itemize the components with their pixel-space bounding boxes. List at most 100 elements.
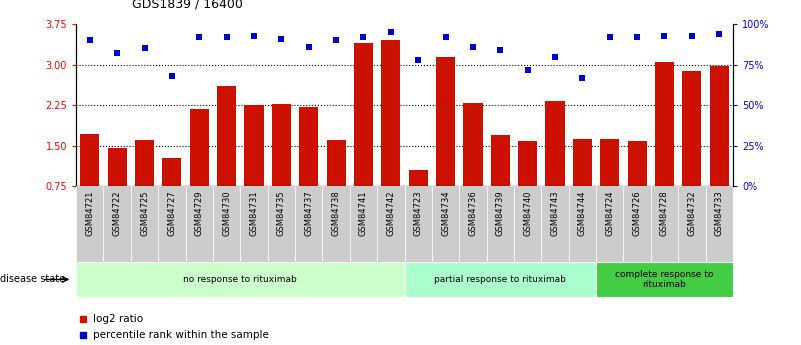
FancyBboxPatch shape [213, 186, 240, 262]
Point [302, 44, 315, 50]
FancyBboxPatch shape [240, 186, 268, 262]
Text: GSM84736: GSM84736 [469, 190, 477, 236]
Point [466, 44, 479, 50]
Point [439, 34, 452, 40]
Text: GSM84728: GSM84728 [660, 190, 669, 236]
Bar [190, 109, 209, 227]
Bar [299, 107, 318, 227]
Point [686, 33, 698, 38]
Bar [518, 141, 537, 227]
Text: GSM84743: GSM84743 [550, 190, 560, 236]
Bar [80, 134, 99, 227]
Text: GSM84731: GSM84731 [249, 190, 259, 236]
FancyBboxPatch shape [487, 186, 514, 262]
FancyBboxPatch shape [405, 186, 432, 262]
Text: percentile rank within the sample: percentile rank within the sample [93, 330, 268, 339]
Point [166, 73, 179, 79]
Bar [682, 71, 702, 227]
Text: GSM84738: GSM84738 [332, 190, 340, 236]
Bar [573, 139, 592, 227]
Text: no response to rituximab: no response to rituximab [183, 275, 297, 284]
FancyBboxPatch shape [569, 186, 596, 262]
Bar [463, 102, 482, 227]
Bar [545, 101, 565, 227]
Point [138, 46, 151, 51]
Text: GSM84725: GSM84725 [140, 190, 149, 236]
FancyBboxPatch shape [131, 186, 158, 262]
Bar [627, 141, 646, 227]
Text: log2 ratio: log2 ratio [93, 314, 143, 324]
FancyBboxPatch shape [650, 186, 678, 262]
Text: GSM84734: GSM84734 [441, 190, 450, 236]
Bar [381, 40, 400, 227]
Bar [436, 57, 455, 227]
Point [549, 54, 562, 59]
FancyBboxPatch shape [514, 186, 541, 262]
Text: GSM84742: GSM84742 [386, 190, 396, 236]
Text: GSM84735: GSM84735 [277, 190, 286, 236]
Text: GSM84732: GSM84732 [687, 190, 696, 236]
Bar [409, 170, 428, 227]
FancyBboxPatch shape [322, 186, 350, 262]
FancyBboxPatch shape [459, 186, 487, 262]
Point [330, 38, 343, 43]
FancyBboxPatch shape [76, 186, 103, 262]
Point [658, 33, 671, 38]
FancyBboxPatch shape [158, 186, 186, 262]
Point [494, 47, 507, 53]
Text: GSM84733: GSM84733 [714, 190, 724, 236]
Bar [163, 158, 182, 227]
Text: GSM84739: GSM84739 [496, 190, 505, 236]
Bar [107, 148, 127, 227]
FancyBboxPatch shape [103, 186, 131, 262]
FancyBboxPatch shape [596, 262, 733, 297]
Text: GSM84730: GSM84730 [222, 190, 231, 236]
FancyBboxPatch shape [295, 186, 322, 262]
Point [248, 33, 260, 38]
Bar [600, 139, 619, 227]
Bar [272, 104, 291, 227]
FancyBboxPatch shape [186, 186, 213, 262]
Bar [354, 43, 373, 227]
Text: GSM84729: GSM84729 [195, 190, 203, 236]
FancyBboxPatch shape [596, 186, 623, 262]
Point [83, 38, 96, 43]
Text: disease state: disease state [0, 275, 65, 284]
Point [220, 34, 233, 40]
Point [275, 36, 288, 41]
Point [521, 67, 534, 72]
FancyBboxPatch shape [678, 186, 706, 262]
Text: GSM84724: GSM84724 [606, 190, 614, 236]
Point [111, 51, 123, 56]
Point [630, 34, 643, 40]
Text: GSM84726: GSM84726 [633, 190, 642, 236]
FancyBboxPatch shape [405, 262, 596, 297]
Point [603, 34, 616, 40]
Text: complete response to
rituximab: complete response to rituximab [615, 270, 714, 289]
Bar [655, 62, 674, 227]
Text: GSM84722: GSM84722 [113, 190, 122, 236]
Point [384, 29, 397, 35]
Bar [710, 66, 729, 227]
FancyBboxPatch shape [432, 186, 459, 262]
Point [357, 34, 370, 40]
FancyBboxPatch shape [623, 186, 650, 262]
Text: GDS1839 / 16400: GDS1839 / 16400 [132, 0, 243, 10]
FancyBboxPatch shape [706, 186, 733, 262]
FancyBboxPatch shape [268, 186, 295, 262]
FancyBboxPatch shape [76, 262, 405, 297]
Text: GSM84723: GSM84723 [413, 190, 423, 236]
Text: GSM84741: GSM84741 [359, 190, 368, 236]
Text: GSM84744: GSM84744 [578, 190, 587, 236]
Bar [135, 140, 154, 227]
Text: GSM84737: GSM84737 [304, 190, 313, 236]
Point [412, 57, 425, 62]
FancyBboxPatch shape [350, 186, 377, 262]
Bar [244, 105, 264, 227]
Text: GSM84740: GSM84740 [523, 190, 532, 236]
Point [576, 75, 589, 80]
Point [193, 34, 206, 40]
Text: GSM84721: GSM84721 [85, 190, 95, 236]
Point [713, 31, 726, 37]
Bar [217, 86, 236, 227]
